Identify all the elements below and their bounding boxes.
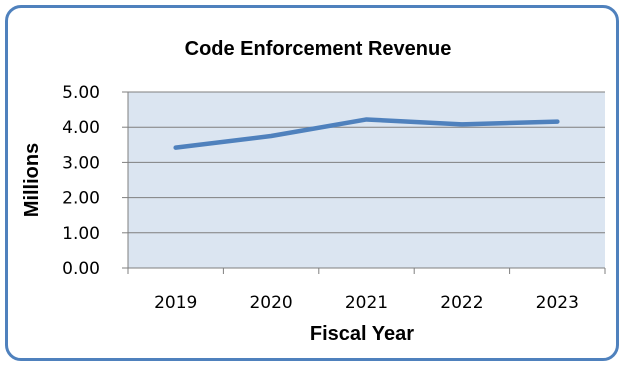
x-tick-label: 2020 [249, 293, 292, 313]
data-point [364, 117, 369, 122]
y-axis-title: Millions [21, 143, 43, 217]
x-tick-label: 2023 [536, 293, 579, 313]
gridlines [122, 91, 605, 269]
y-tick-label: 2.00 [62, 189, 100, 209]
y-tick-label: 0.00 [62, 259, 100, 279]
x-tick-label: 2022 [440, 293, 483, 313]
y-tick-label: 5.00 [62, 83, 100, 103]
x-tick-labels: 2019 2020 2021 2022 2023 [154, 293, 579, 313]
series-group [173, 117, 560, 150]
chart-title: Code Enforcement Revenue [185, 38, 452, 60]
x-tick-label: 2021 [345, 293, 388, 313]
axes [127, 92, 606, 274]
y-tick-label: 1.00 [62, 224, 100, 244]
y-tick-label: 3.00 [62, 153, 100, 173]
data-point [555, 119, 560, 124]
x-axis-title: Fiscal Year [310, 323, 414, 345]
data-point [269, 134, 274, 138]
data-point [459, 122, 464, 127]
x-tick-label: 2019 [154, 293, 197, 313]
data-point [173, 145, 178, 150]
y-tick-labels: 0.00 1.00 2.00 3.00 4.00 5.00 [62, 83, 100, 279]
y-tick-label: 4.00 [62, 118, 100, 138]
